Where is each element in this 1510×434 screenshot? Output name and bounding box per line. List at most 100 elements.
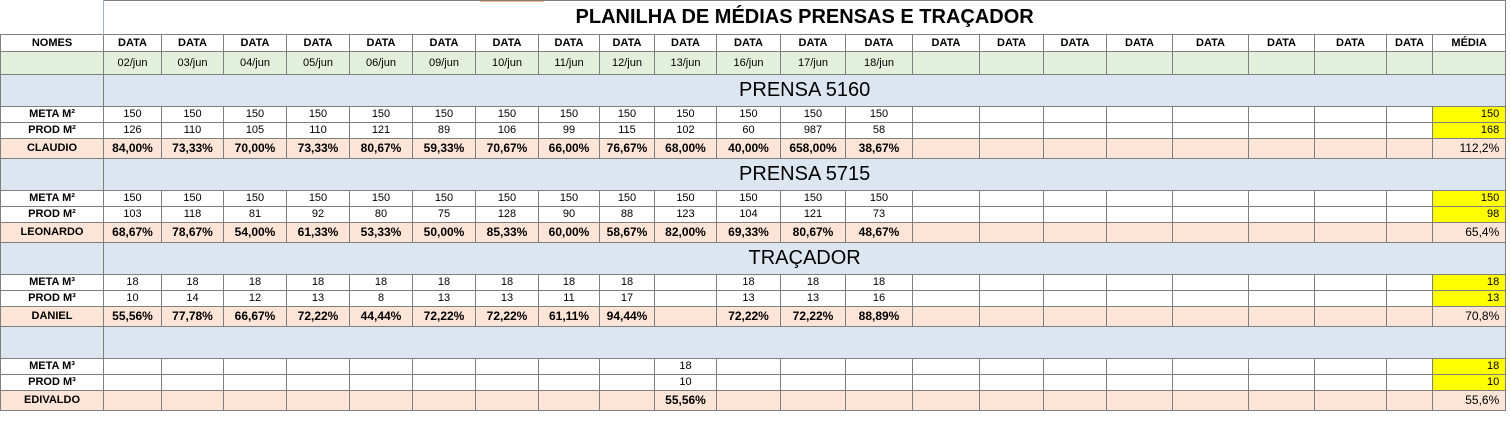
percent-cell[interactable] (349, 390, 413, 411)
meta-cell[interactable] (716, 358, 781, 375)
meta-cell[interactable] (780, 358, 846, 375)
media-meta-cell[interactable]: 150 (1431, 190, 1507, 207)
percent-cell[interactable] (1172, 222, 1249, 243)
meta-cell[interactable]: 150 (223, 190, 287, 207)
percent-cell[interactable]: 61,33% (286, 222, 350, 243)
media-meta-cell[interactable]: 150 (1431, 106, 1507, 123)
prod-cell[interactable] (845, 374, 913, 391)
meta-cell[interactable] (1386, 190, 1433, 207)
prod-cell[interactable] (1172, 206, 1249, 223)
date-cell[interactable]: 17/jun (780, 51, 846, 75)
prod-cell[interactable] (1248, 290, 1315, 307)
header-names[interactable]: NOMES (0, 34, 104, 52)
meta-cell[interactable] (845, 358, 913, 375)
percent-cell[interactable]: 66,00% (538, 138, 600, 159)
percent-cell[interactable] (1314, 390, 1387, 411)
prod-cell[interactable]: 13 (412, 290, 476, 307)
prod-cell[interactable]: 13 (780, 290, 846, 307)
prod-cell[interactable] (716, 374, 781, 391)
date-cell[interactable]: 12/jun (599, 51, 655, 75)
prod-cell[interactable]: 115 (599, 122, 655, 139)
prod-cell[interactable]: 88 (599, 206, 655, 223)
meta-cell[interactable] (1172, 358, 1249, 375)
prod-cell[interactable]: 110 (161, 122, 224, 139)
prod-cell[interactable] (912, 374, 980, 391)
prod-cell[interactable]: 81 (223, 206, 287, 223)
date-cell[interactable]: 03/jun (161, 51, 224, 75)
percent-cell[interactable] (223, 390, 287, 411)
meta-cell[interactable]: 18 (716, 274, 781, 291)
date-cell[interactable] (1386, 51, 1433, 75)
prod-cell[interactable]: 89 (412, 122, 476, 139)
meta-cell[interactable] (1248, 190, 1315, 207)
prod-cell[interactable] (912, 206, 980, 223)
prod-cell[interactable] (286, 374, 350, 391)
percent-cell[interactable]: 68,67% (103, 222, 162, 243)
prod-cell[interactable]: 13 (716, 290, 781, 307)
prod-cell[interactable] (223, 374, 287, 391)
percent-cell[interactable] (1386, 138, 1433, 159)
meta-cell[interactable]: 150 (716, 190, 781, 207)
prod-label[interactable]: PROD M² (0, 206, 104, 223)
prod-cell[interactable] (912, 122, 980, 139)
header-date[interactable]: DATA (475, 34, 539, 52)
meta-cell[interactable] (1106, 274, 1173, 291)
percent-cell[interactable] (475, 390, 539, 411)
prod-cell[interactable]: 17 (599, 290, 655, 307)
percent-cell[interactable] (1106, 306, 1173, 327)
media-prod-cell[interactable]: 98 (1431, 206, 1507, 223)
meta-cell[interactable] (1172, 274, 1249, 291)
percent-cell[interactable]: 73,33% (286, 138, 350, 159)
prod-cell[interactable]: 90 (538, 206, 600, 223)
percent-cell[interactable]: 80,67% (349, 138, 413, 159)
percent-cell[interactable] (780, 390, 846, 411)
meta-cell[interactable]: 150 (599, 106, 655, 123)
date-cell[interactable] (912, 51, 980, 75)
percent-cell[interactable]: 59,33% (412, 138, 476, 159)
prod-cell[interactable]: 58 (845, 122, 913, 139)
percent-cell[interactable] (1248, 138, 1315, 159)
media-prod-cell[interactable]: 13 (1431, 290, 1507, 307)
header-media[interactable]: MÉDIA (1431, 34, 1507, 52)
meta-cell[interactable]: 150 (475, 106, 539, 123)
meta-cell[interactable] (1172, 106, 1249, 123)
meta-cell[interactable]: 18 (286, 274, 350, 291)
meta-cell[interactable] (912, 274, 980, 291)
prod-cell[interactable] (1248, 206, 1315, 223)
percent-cell[interactable]: 88,89% (845, 306, 913, 327)
media-percent-cell[interactable]: 112,2% (1431, 138, 1507, 159)
prod-cell[interactable]: 128 (475, 206, 539, 223)
header-date[interactable]: DATA (716, 34, 781, 52)
prod-cell[interactable]: 14 (161, 290, 224, 307)
meta-cell[interactable] (979, 274, 1044, 291)
meta-label[interactable]: META M² (0, 190, 104, 207)
percent-cell[interactable]: 73,33% (161, 138, 224, 159)
meta-cell[interactable]: 150 (780, 190, 846, 207)
date-cell[interactable] (1043, 51, 1107, 75)
prod-cell[interactable] (412, 374, 476, 391)
prod-cell[interactable]: 60 (716, 122, 781, 139)
meta-cell[interactable] (979, 106, 1044, 123)
date-cell[interactable] (1314, 51, 1387, 75)
meta-cell[interactable] (1172, 190, 1249, 207)
percent-cell[interactable]: 80,67% (780, 222, 846, 243)
percent-cell[interactable] (1248, 222, 1315, 243)
prod-cell[interactable] (599, 374, 655, 391)
meta-cell[interactable]: 18 (845, 274, 913, 291)
media-prod-cell[interactable]: 168 (1431, 122, 1507, 139)
date-cell[interactable] (979, 51, 1044, 75)
prod-cell[interactable] (1172, 122, 1249, 139)
percent-cell[interactable]: 78,67% (161, 222, 224, 243)
percent-cell[interactable]: 85,33% (475, 222, 539, 243)
person-name[interactable]: CLAUDIO (0, 138, 104, 159)
percent-cell[interactable] (1248, 390, 1315, 411)
date-cell[interactable]: 13/jun (654, 51, 717, 75)
header-date[interactable]: DATA (1043, 34, 1107, 52)
meta-cell[interactable] (1314, 358, 1387, 375)
percent-cell[interactable]: 40,00% (716, 138, 781, 159)
meta-cell[interactable]: 150 (412, 106, 476, 123)
percent-cell[interactable] (286, 390, 350, 411)
prod-cell[interactable] (1172, 290, 1249, 307)
header-date[interactable]: DATA (349, 34, 413, 52)
prod-cell[interactable]: 73 (845, 206, 913, 223)
